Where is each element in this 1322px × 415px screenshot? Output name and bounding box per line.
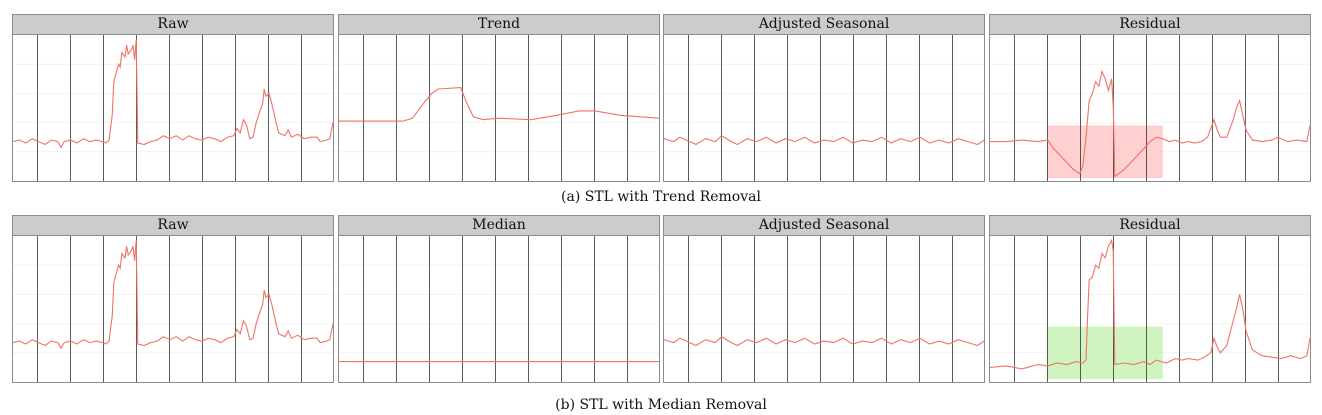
highlight-region — [1047, 326, 1163, 380]
plot-area — [990, 35, 1310, 181]
panel-b-3: Adjusted Seasonal — [663, 215, 985, 383]
plot-area — [339, 35, 659, 181]
series-line-seasonal — [664, 336, 984, 347]
panel-a-3: Adjusted Seasonal — [663, 14, 985, 182]
line-chart — [990, 236, 1310, 382]
series-line-raw — [13, 240, 333, 350]
panel-b-4: Residual — [989, 215, 1311, 383]
line-chart — [664, 35, 984, 181]
panel-title: Adjusted Seasonal — [664, 15, 984, 35]
series-line-trend — [339, 87, 659, 122]
plot-area — [664, 236, 984, 382]
line-chart — [664, 236, 984, 382]
panel-title: Residual — [990, 15, 1310, 35]
series-line-raw — [13, 39, 333, 149]
panel-title: Raw — [13, 15, 333, 35]
line-chart — [13, 236, 333, 382]
series-line-residual_trend — [990, 69, 1310, 178]
figure-row-a: Raw Trend Adjusted Seasonal Residual — [0, 14, 1322, 182]
plot-area — [13, 35, 333, 181]
series-line-residual_median — [990, 238, 1310, 370]
panel-title: Trend — [339, 15, 659, 35]
line-chart — [990, 35, 1310, 181]
plot-area — [13, 236, 333, 382]
line-chart — [339, 236, 659, 382]
plot-area — [990, 236, 1310, 382]
panel-title: Raw — [13, 216, 333, 236]
caption-a: (a) STL with Trend Removal — [561, 189, 761, 205]
panel-b-1: Raw — [12, 215, 334, 383]
figure-row-b: Raw Median Adjusted Seasonal Residual — [0, 215, 1322, 383]
highlight-region — [1047, 125, 1163, 179]
panel-b-2: Median — [338, 215, 660, 383]
line-chart — [339, 35, 659, 181]
plot-area — [664, 35, 984, 181]
caption-b: (b) STL with Median Removal — [555, 397, 767, 413]
panel-title: Median — [339, 216, 659, 236]
line-chart — [13, 35, 333, 181]
plot-area — [339, 236, 659, 382]
panel-title: Residual — [990, 216, 1310, 236]
series-line-seasonal — [664, 135, 984, 146]
panel-a-4: Residual — [989, 14, 1311, 182]
panel-title: Adjusted Seasonal — [664, 216, 984, 236]
panel-a-1: Raw — [12, 14, 334, 182]
panel-a-2: Trend — [338, 14, 660, 182]
